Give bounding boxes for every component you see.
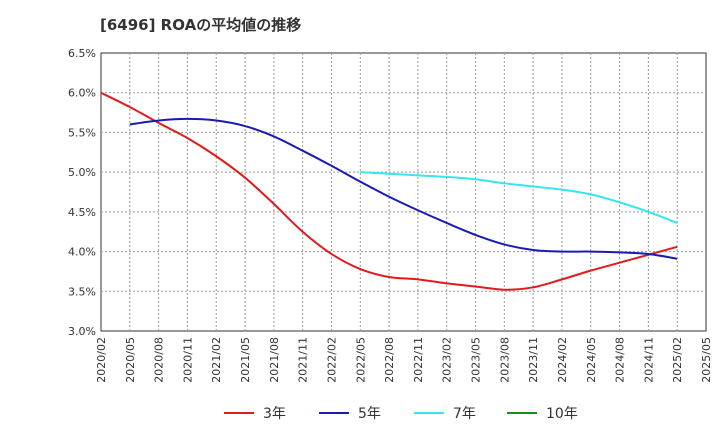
x-tick-label: 2024/02 (556, 337, 569, 383)
series-line-3年 (100, 91, 678, 291)
legend-label: 5年 (358, 406, 381, 422)
x-tick-label: 2023/05 (470, 337, 483, 383)
x-tick-label: 2023/08 (498, 337, 511, 383)
x-tick-label: 2022/08 (383, 337, 396, 383)
x-tick-label: 2023/02 (441, 337, 454, 383)
series-lines (100, 91, 678, 291)
y-axis: 3.0% 3.5% 4.0% 4.5% 5.0% 5.5% 6.0% 6.5% (68, 47, 96, 338)
y-tick-label: 3.0% (68, 325, 96, 338)
series-line-7年 (360, 171, 678, 224)
grid-lines (101, 53, 706, 331)
x-axis: 2020/02 2020/05 2020/08 2020/11 2021/02 2021/… (95, 337, 713, 383)
plot-area (100, 52, 707, 332)
x-tick-label: 2020/02 (95, 337, 108, 383)
x-tick-label: 2021/05 (239, 337, 252, 383)
x-tick-label: 2024/08 (614, 337, 627, 383)
x-tick-label: 2020/05 (124, 337, 137, 383)
y-tick-label: 4.0% (68, 246, 96, 259)
x-tick-label: 2020/08 (153, 337, 166, 383)
y-tick-label: 5.5% (68, 126, 96, 139)
x-tick-label: 2022/05 (354, 337, 367, 383)
x-tick-label: 2020/11 (181, 337, 194, 383)
y-tick-label: 3.5% (68, 285, 96, 298)
x-tick-label: 2025/02 (671, 337, 684, 383)
x-tick-label: 2021/08 (268, 337, 281, 383)
series-line-5年 (129, 117, 678, 260)
y-tick-label: 6.0% (68, 87, 96, 100)
x-tick-label: 2024/05 (585, 337, 598, 383)
x-tick-label: 2022/11 (412, 337, 425, 383)
legend-label: 10年 (546, 406, 578, 422)
x-tick-label: 2021/02 (210, 337, 223, 383)
x-tick-label: 2024/11 (642, 337, 655, 383)
legend-label: 7年 (453, 406, 476, 422)
x-tick-label: 2021/11 (297, 337, 310, 383)
legend-label: 3年 (263, 406, 286, 422)
y-tick-label: 5.0% (68, 166, 96, 179)
x-tick-label: 2023/11 (527, 337, 540, 383)
x-tick-label: 2022/02 (325, 337, 338, 383)
chart-title: [6496] ROAの平均値の推移 (100, 16, 302, 34)
legend: 3年 5年 7年 10年 (224, 406, 578, 422)
y-tick-label: 4.5% (68, 206, 96, 219)
y-tick-label: 6.5% (68, 47, 96, 60)
x-tick-label: 2025/05 (700, 337, 713, 383)
